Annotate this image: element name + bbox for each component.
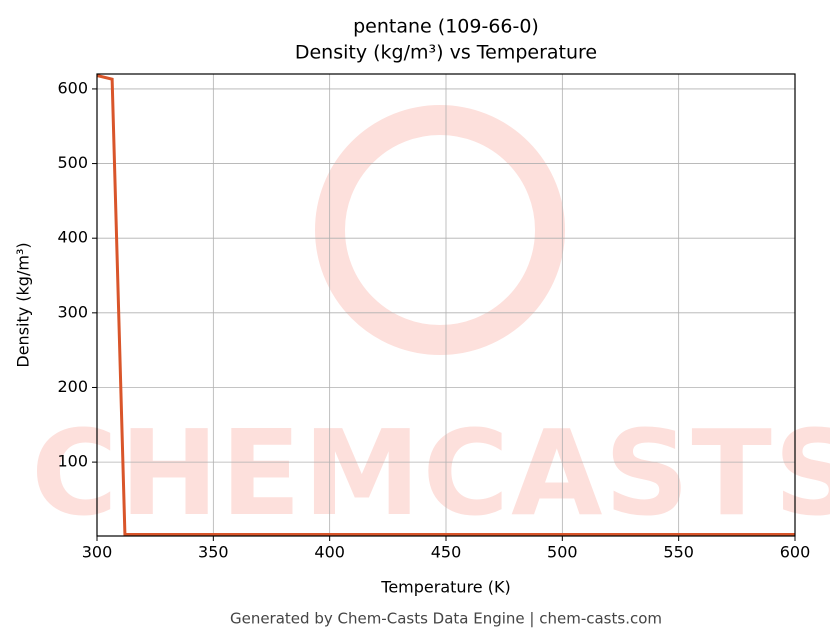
x-tick-label: 450 [431, 543, 462, 562]
data-line [96, 74, 795, 537]
y-tick-label: 500 [57, 153, 88, 172]
x-tick-label: 550 [663, 543, 694, 562]
x-tick-label: 500 [547, 543, 578, 562]
x-tick-label: 350 [198, 543, 229, 562]
y-axis-label: Density (kg/m³) [14, 242, 33, 367]
watermark: CHEMCASTS [31, 404, 830, 542]
y-tick-label: 400 [57, 228, 88, 247]
chart-subtitle: Density (kg/m³) vs Temperature [295, 42, 597, 64]
y-tick-label: 200 [57, 377, 88, 396]
y-tick-label: 100 [57, 452, 88, 471]
chart-title: pentane (109-66-0) [353, 16, 539, 38]
footer: Generated by Chem-Casts Data Engine | ch… [230, 610, 662, 628]
plot-frame [96, 73, 796, 537]
watermark-logo [315, 105, 565, 355]
y-tick-label: 600 [57, 78, 88, 97]
x-tick-label: 600 [780, 543, 811, 562]
x-tick-label: 300 [82, 543, 113, 562]
x-axis-label: Temperature (K) [380, 578, 510, 597]
x-tick-label: 400 [314, 543, 345, 562]
y-tick-label: 300 [57, 302, 88, 321]
